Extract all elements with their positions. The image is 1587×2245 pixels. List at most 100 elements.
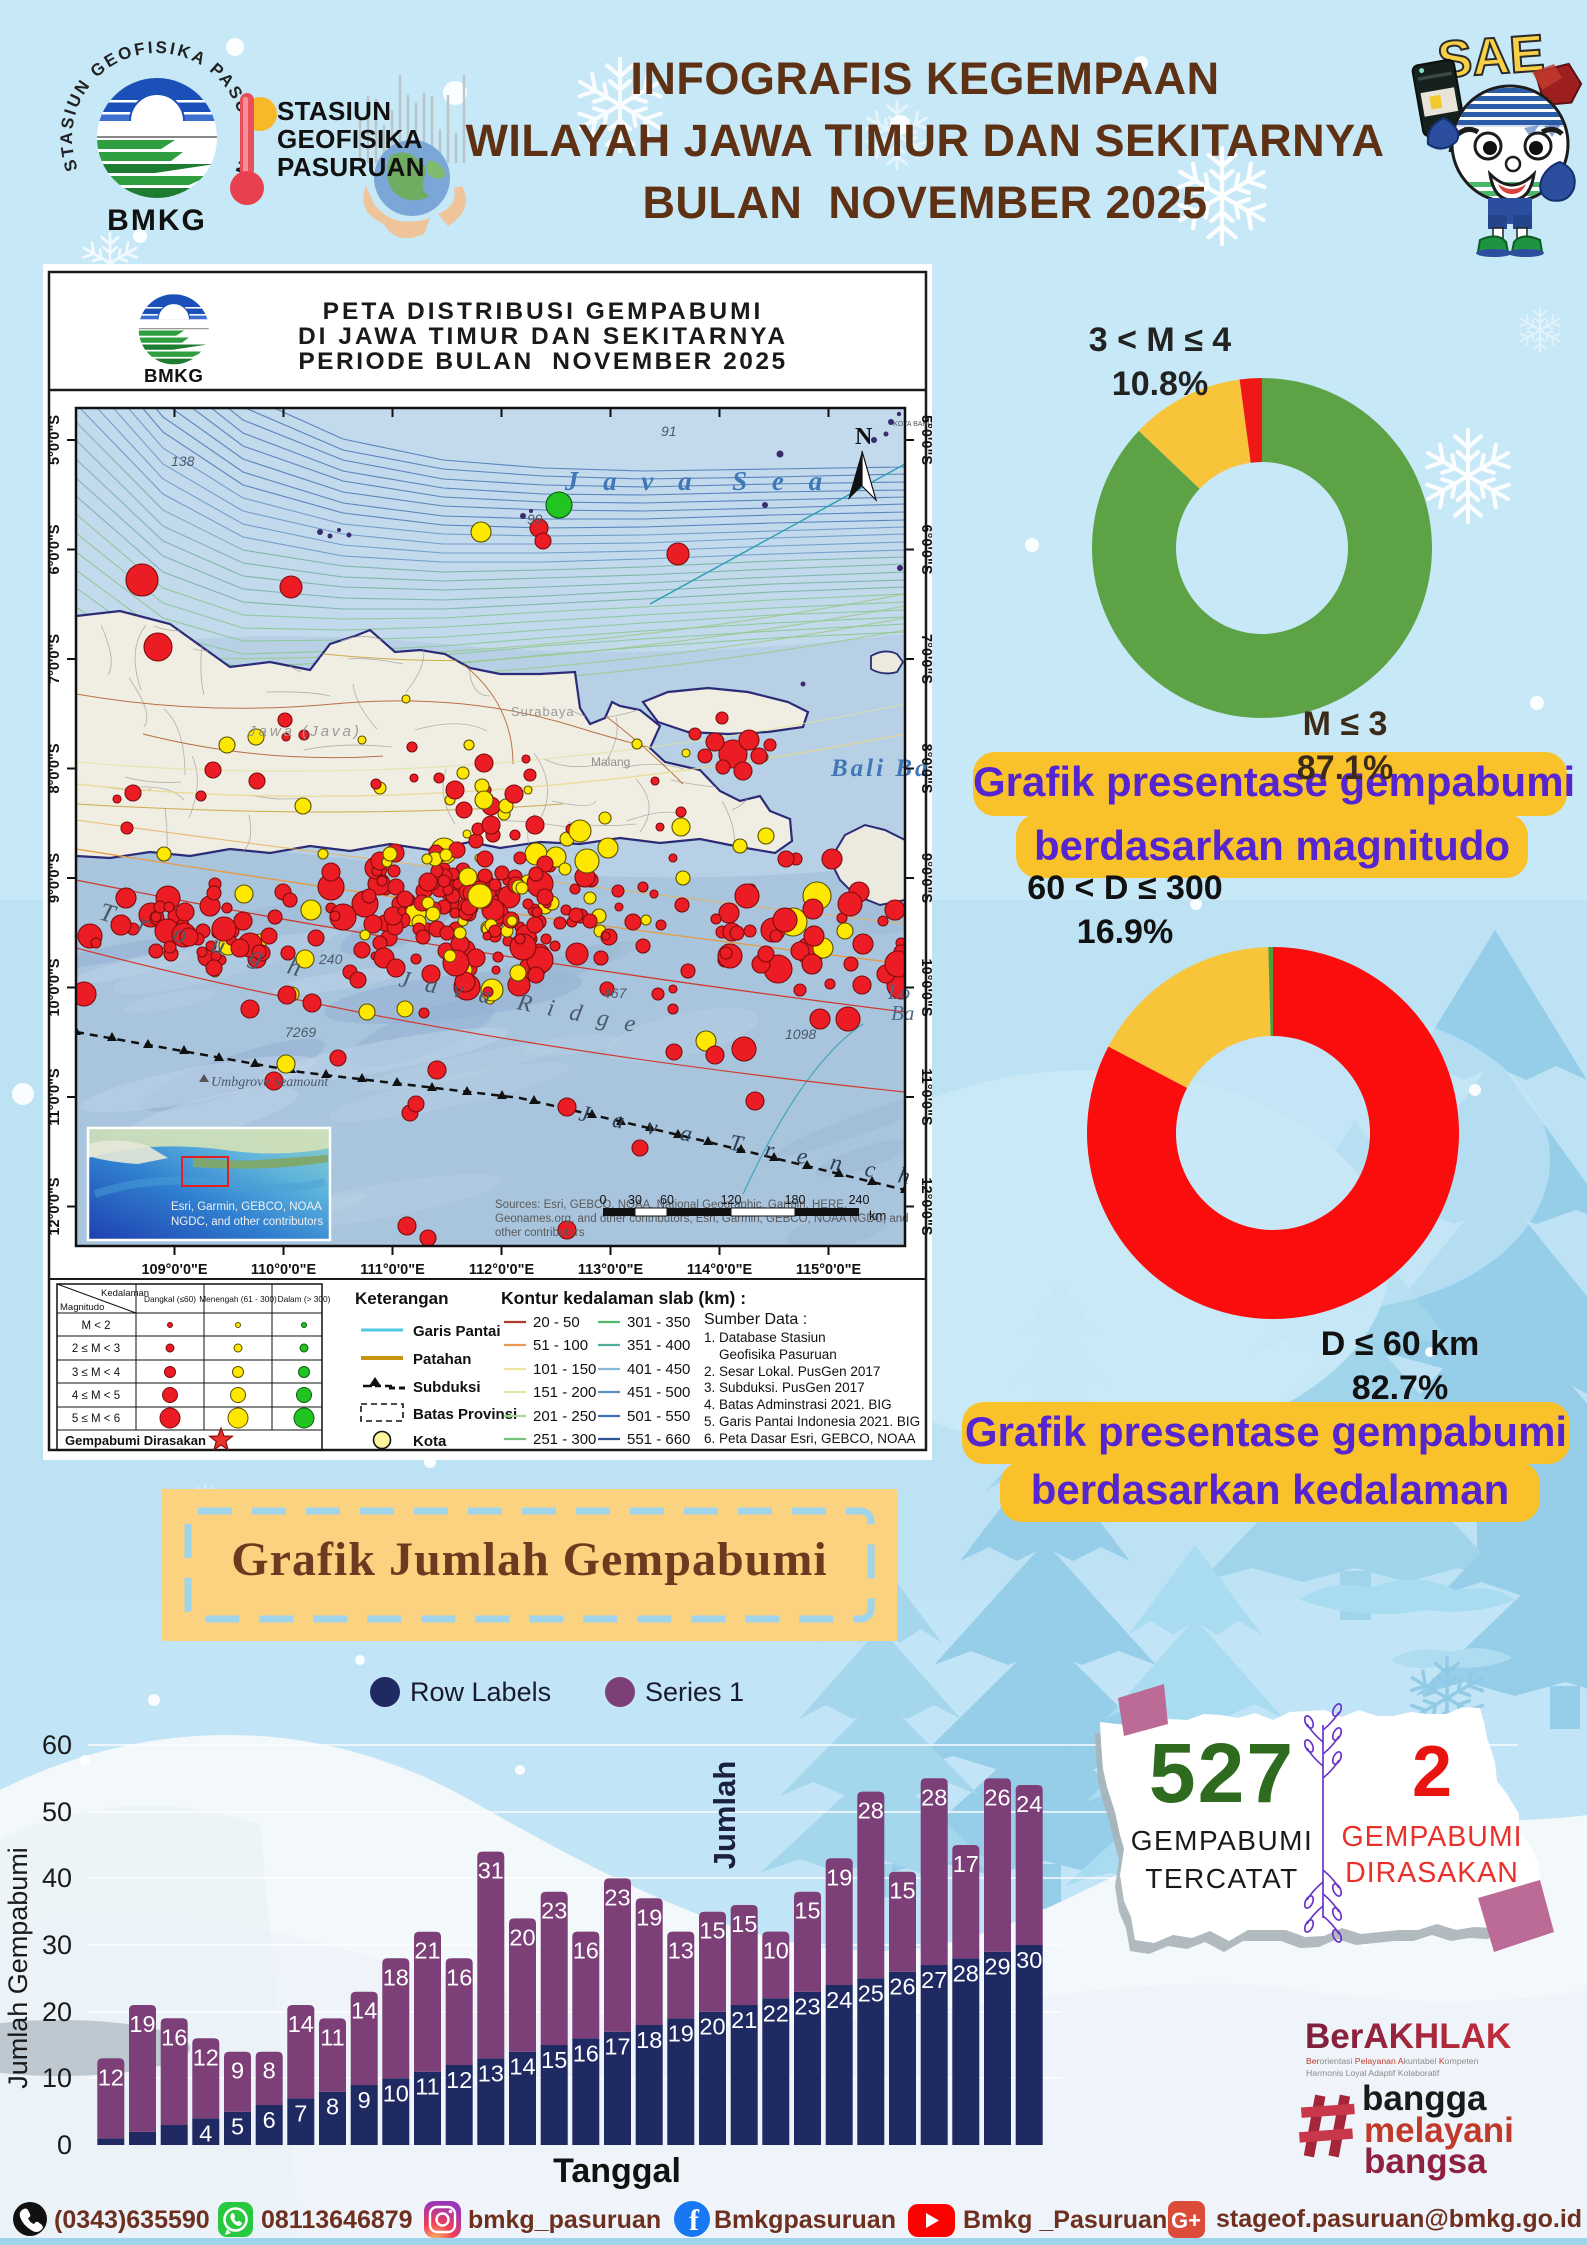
svg-text:18: 18 bbox=[383, 1964, 409, 1990]
svg-text:22: 22 bbox=[763, 2000, 789, 2026]
svg-text:50: 50 bbox=[42, 1797, 72, 1827]
svg-text:0: 0 bbox=[600, 1193, 607, 1207]
svg-text:16: 16 bbox=[573, 2040, 599, 2066]
svg-text:19: 19 bbox=[636, 1904, 662, 1930]
svg-text:DIRASAKAN: DIRASAKAN bbox=[1345, 1857, 1519, 1889]
svg-text:G+: G+ bbox=[1171, 2208, 1201, 2233]
svg-text:10: 10 bbox=[763, 1938, 789, 1964]
svg-text:17: 17 bbox=[953, 1851, 979, 1877]
svg-text:351 - 400: 351 - 400 bbox=[627, 1337, 690, 1354]
svg-text:GEMPABUMI: GEMPABUMI bbox=[1341, 1821, 1522, 1853]
svg-text:7°0'0"S: 7°0'0"S bbox=[47, 634, 63, 684]
svg-text:9°0'0"S: 9°0'0"S bbox=[918, 853, 932, 903]
svg-text:114°0'0"E: 114°0'0"E bbox=[687, 1262, 753, 1278]
svg-text:0: 0 bbox=[57, 2130, 72, 2160]
svg-text:19: 19 bbox=[129, 2011, 155, 2037]
svg-text:Gempabumi Dirasakan: Gempabumi Dirasakan bbox=[65, 1433, 206, 1448]
svg-text:501 - 550: 501 - 550 bbox=[627, 1408, 690, 1425]
svg-text:Jawa (Java): Jawa (Java) bbox=[247, 723, 362, 740]
svg-text:467: 467 bbox=[603, 985, 628, 1001]
svg-text:Garis Pantai: Garis Pantai bbox=[413, 1323, 501, 1340]
svg-text:Dalam (> 300): Dalam (> 300) bbox=[278, 1294, 331, 1304]
svg-text:Series 1: Series 1 bbox=[645, 1677, 744, 1707]
svg-text:15: 15 bbox=[541, 2047, 567, 2073]
svg-text:6. Peta Dasar Esri, GEBCO, NOA: 6. Peta Dasar Esri, GEBCO, NOAA bbox=[704, 1431, 916, 1446]
svg-text:bangga: bangga bbox=[1362, 2079, 1487, 2118]
svg-text:PETA DISTRIBUSI GEMPABUMI: PETA DISTRIBUSI GEMPABUMI bbox=[323, 298, 764, 325]
svg-text:138: 138 bbox=[171, 453, 195, 469]
svg-text:201 - 250: 201 - 250 bbox=[533, 1408, 596, 1425]
svg-text:7: 7 bbox=[294, 2100, 307, 2126]
svg-text:bmkg_pasuruan: bmkg_pasuruan bbox=[468, 2206, 661, 2234]
svg-text:15: 15 bbox=[699, 1918, 725, 1944]
svg-text:25: 25 bbox=[858, 1980, 884, 2006]
svg-text:Subduksi: Subduksi bbox=[413, 1379, 481, 1396]
svg-text:(0343)635590: (0343)635590 bbox=[54, 2206, 210, 2234]
svg-text:stageof.pasuruan@bmkg.go.id: stageof.pasuruan@bmkg.go.id bbox=[1216, 2205, 1582, 2233]
svg-text:12: 12 bbox=[446, 2067, 472, 2093]
svg-text:10: 10 bbox=[383, 2080, 409, 2106]
svg-text:Umbgrove Seamount: Umbgrove Seamount bbox=[211, 1075, 329, 1090]
svg-text:Patahan: Patahan bbox=[413, 1351, 471, 1368]
svg-text:40: 40 bbox=[42, 1863, 72, 1893]
svg-text:451 - 500: 451 - 500 bbox=[627, 1384, 690, 1401]
svg-text:7269: 7269 bbox=[285, 1024, 316, 1040]
svg-text:bangsa: bangsa bbox=[1364, 2142, 1487, 2181]
svg-text:Bali Bas: Bali Bas bbox=[830, 755, 932, 782]
svg-text:Bmkgpasuruan: Bmkgpasuruan bbox=[714, 2206, 896, 2234]
svg-text:23: 23 bbox=[794, 1994, 820, 2020]
svg-text:5. Garis Pantai Indonesia 2021: 5. Garis Pantai Indonesia 2021. BIG bbox=[704, 1414, 920, 1429]
svg-text:5 ≤ M < 6: 5 ≤ M < 6 bbox=[72, 1413, 120, 1425]
svg-text:21: 21 bbox=[731, 2007, 757, 2033]
svg-text:28: 28 bbox=[858, 1798, 884, 1824]
svg-text:30: 30 bbox=[628, 1193, 642, 1207]
svg-text:5°0'0"S: 5°0'0"S bbox=[47, 415, 63, 465]
svg-text:12°0'0"S: 12°0'0"S bbox=[918, 1177, 932, 1235]
svg-text:Bmkg _Pasuruan: Bmkg _Pasuruan bbox=[963, 2206, 1167, 2234]
svg-text:1098: 1098 bbox=[785, 1026, 816, 1042]
svg-text:9: 9 bbox=[358, 2087, 371, 2113]
svg-text:5°0'0"S: 5°0'0"S bbox=[918, 415, 932, 465]
svg-text:251 - 300: 251 - 300 bbox=[533, 1431, 596, 1448]
svg-text:120: 120 bbox=[721, 1193, 742, 1207]
svg-text:Malang: Malang bbox=[591, 755, 630, 769]
svg-text:29: 29 bbox=[984, 1954, 1010, 1980]
svg-text:Geofisika Pasuruan: Geofisika Pasuruan bbox=[704, 1347, 837, 1362]
svg-text:f: f bbox=[689, 2204, 700, 2237]
svg-text:26: 26 bbox=[984, 1784, 1010, 1810]
svg-text:240: 240 bbox=[318, 951, 343, 967]
svg-text:TERCATAT: TERCATAT bbox=[1145, 1863, 1299, 1894]
svg-text:11: 11 bbox=[415, 2074, 439, 2100]
svg-text:8: 8 bbox=[326, 2094, 339, 2120]
svg-text:8°0'0"S: 8°0'0"S bbox=[47, 743, 63, 793]
svg-text:115°0'0"E: 115°0'0"E bbox=[796, 1262, 862, 1278]
svg-text:11°0'0"S: 11°0'0"S bbox=[47, 1068, 63, 1126]
svg-text:101 - 150: 101 - 150 bbox=[533, 1361, 596, 1378]
svg-text:Kontur kedalaman slab (km) :: Kontur kedalaman slab (km) : bbox=[501, 1288, 746, 1308]
svg-text:8°0'0"S: 8°0'0"S bbox=[918, 744, 932, 794]
svg-text:Dangkal (≤60): Dangkal (≤60) bbox=[144, 1294, 196, 1304]
svg-text:Magnitudo: Magnitudo bbox=[60, 1302, 104, 1313]
svg-text:Harmonis Loyal Adaptif Kolabor: Harmonis Loyal Adaptif Kolaboratif bbox=[1306, 2068, 1440, 2078]
svg-text:527: 527 bbox=[1149, 1726, 1295, 1820]
svg-text:BMKG: BMKG bbox=[107, 204, 207, 237]
svg-text:10°0'0"S: 10°0'0"S bbox=[47, 958, 63, 1016]
svg-text:26: 26 bbox=[889, 1974, 915, 2000]
svg-text:112°0'0"E: 112°0'0"E bbox=[469, 1262, 535, 1278]
svg-text:14: 14 bbox=[351, 1998, 377, 2024]
svg-text:5: 5 bbox=[231, 2114, 244, 2140]
svg-text:21: 21 bbox=[414, 1938, 440, 1964]
svg-text:BerAKHLAK: BerAKHLAK bbox=[1305, 2017, 1511, 2056]
svg-text:KOTA BARU: KOTA BARU bbox=[893, 421, 932, 428]
svg-text:15: 15 bbox=[794, 1898, 820, 1924]
svg-text:08113646879: 08113646879 bbox=[261, 2206, 413, 2234]
svg-text:19: 19 bbox=[668, 2020, 694, 2046]
svg-text:Esri, Garmin, GEBCO, NOAA: Esri, Garmin, GEBCO, NOAA bbox=[171, 1201, 322, 1213]
svg-text:13: 13 bbox=[668, 1938, 694, 1964]
svg-text:60: 60 bbox=[42, 1730, 72, 1760]
svg-text:30: 30 bbox=[42, 1930, 72, 1960]
svg-text:109°0'0"E: 109°0'0"E bbox=[141, 1262, 207, 1278]
svg-text:Sumber Data :: Sumber Data : bbox=[704, 1311, 807, 1328]
svg-text:19: 19 bbox=[826, 1864, 852, 1890]
svg-text:27: 27 bbox=[921, 1967, 947, 1993]
